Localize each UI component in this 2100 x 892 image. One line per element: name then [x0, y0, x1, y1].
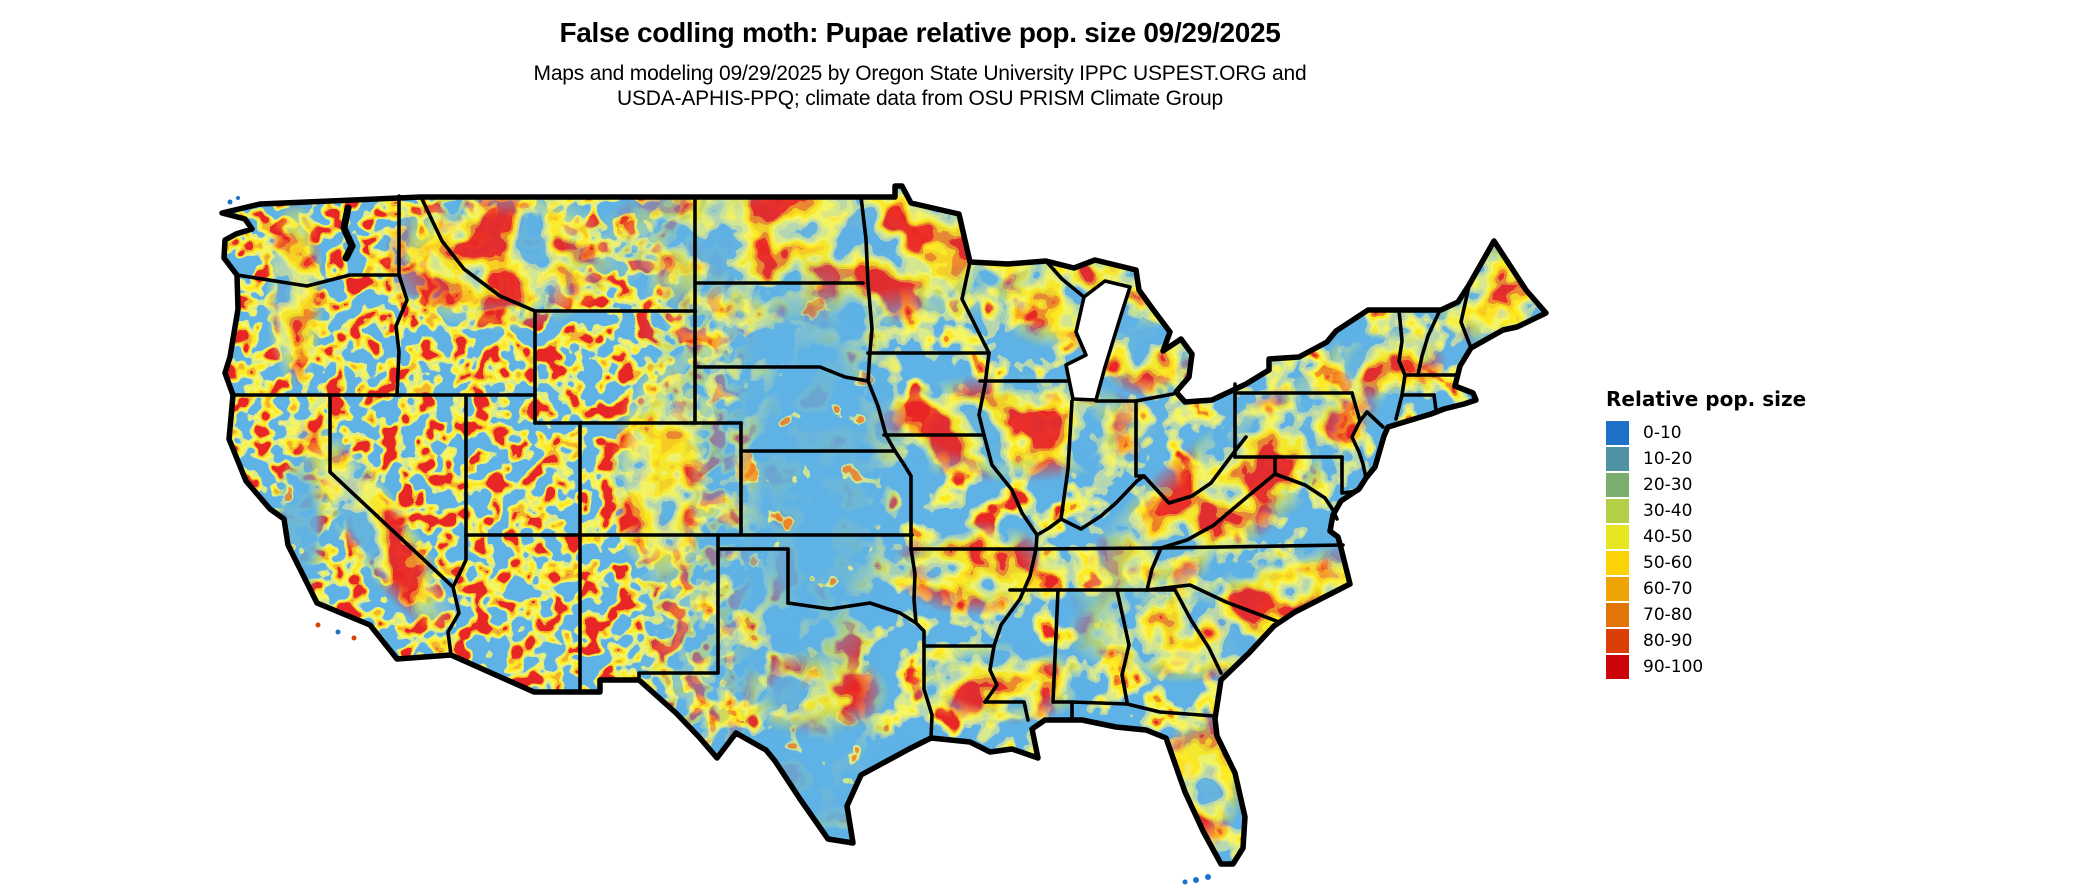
legend-item: 0-10 — [1600, 420, 1806, 446]
legend-swatch-10-20 — [1606, 447, 1629, 471]
legend-title: Relative pop. size — [1606, 387, 1807, 411]
legend-label: 20-30 — [1643, 475, 1693, 495]
legend-item: 60-70 — [1600, 576, 1806, 602]
legend-label: 40-50 — [1643, 527, 1693, 547]
legend-label: 90-100 — [1643, 657, 1704, 677]
lake-michigan — [1064, 279, 1132, 402]
subtitle-line-1: Maps and modeling 09/29/2025 by Oregon S… — [533, 62, 1307, 85]
legend-swatch-90-100 — [1606, 655, 1629, 679]
legend-item: 90-100 — [1600, 654, 1806, 680]
state-borders — [231, 194, 1473, 740]
legend: Relative pop. size 0-10 10-20 20-30 30-4… — [1600, 387, 1806, 680]
legend-item: 70-80 — [1600, 602, 1806, 628]
legend-item: 50-60 — [1600, 550, 1806, 576]
legend-item: 20-30 — [1600, 472, 1806, 498]
legend-swatch-50-60 — [1606, 551, 1629, 575]
legend-label: 80-90 — [1643, 631, 1693, 651]
legend-swatch-0-10 — [1606, 421, 1629, 445]
page-subtitle: Maps and modeling 09/29/2025 by Oregon S… — [0, 61, 1840, 111]
legend-label: 60-70 — [1643, 579, 1693, 599]
legend-label: 0-10 — [1643, 423, 1682, 443]
legend-item: 10-20 — [1600, 446, 1806, 472]
legend-label: 30-40 — [1643, 501, 1693, 521]
legend-swatch-60-70 — [1606, 577, 1629, 601]
us-map-canvas — [200, 128, 1590, 885]
population-raster — [222, 186, 1546, 864]
puget-sound — [340, 204, 356, 262]
legend-item: 40-50 — [1600, 524, 1806, 550]
subtitle-line-2: USDA-APHIS-PPQ; climate data from OSU PR… — [617, 87, 1223, 110]
legend-swatch-80-90 — [1606, 629, 1629, 653]
us-map — [200, 128, 1590, 892]
legend-swatch-30-40 — [1606, 499, 1629, 523]
legend-swatch-20-30 — [1606, 473, 1629, 497]
page-title: False codling moth: Pupae relative pop. … — [559, 17, 1281, 48]
legend-label: 10-20 — [1643, 449, 1693, 469]
legend-label: 70-80 — [1643, 605, 1693, 625]
islands — [227, 196, 1211, 885]
legend-swatch-70-80 — [1606, 603, 1629, 627]
legend-item: 30-40 — [1600, 498, 1806, 524]
legend-label: 50-60 — [1643, 553, 1693, 573]
legend-item: 80-90 — [1600, 628, 1806, 654]
legend-swatch-40-50 — [1606, 525, 1629, 549]
